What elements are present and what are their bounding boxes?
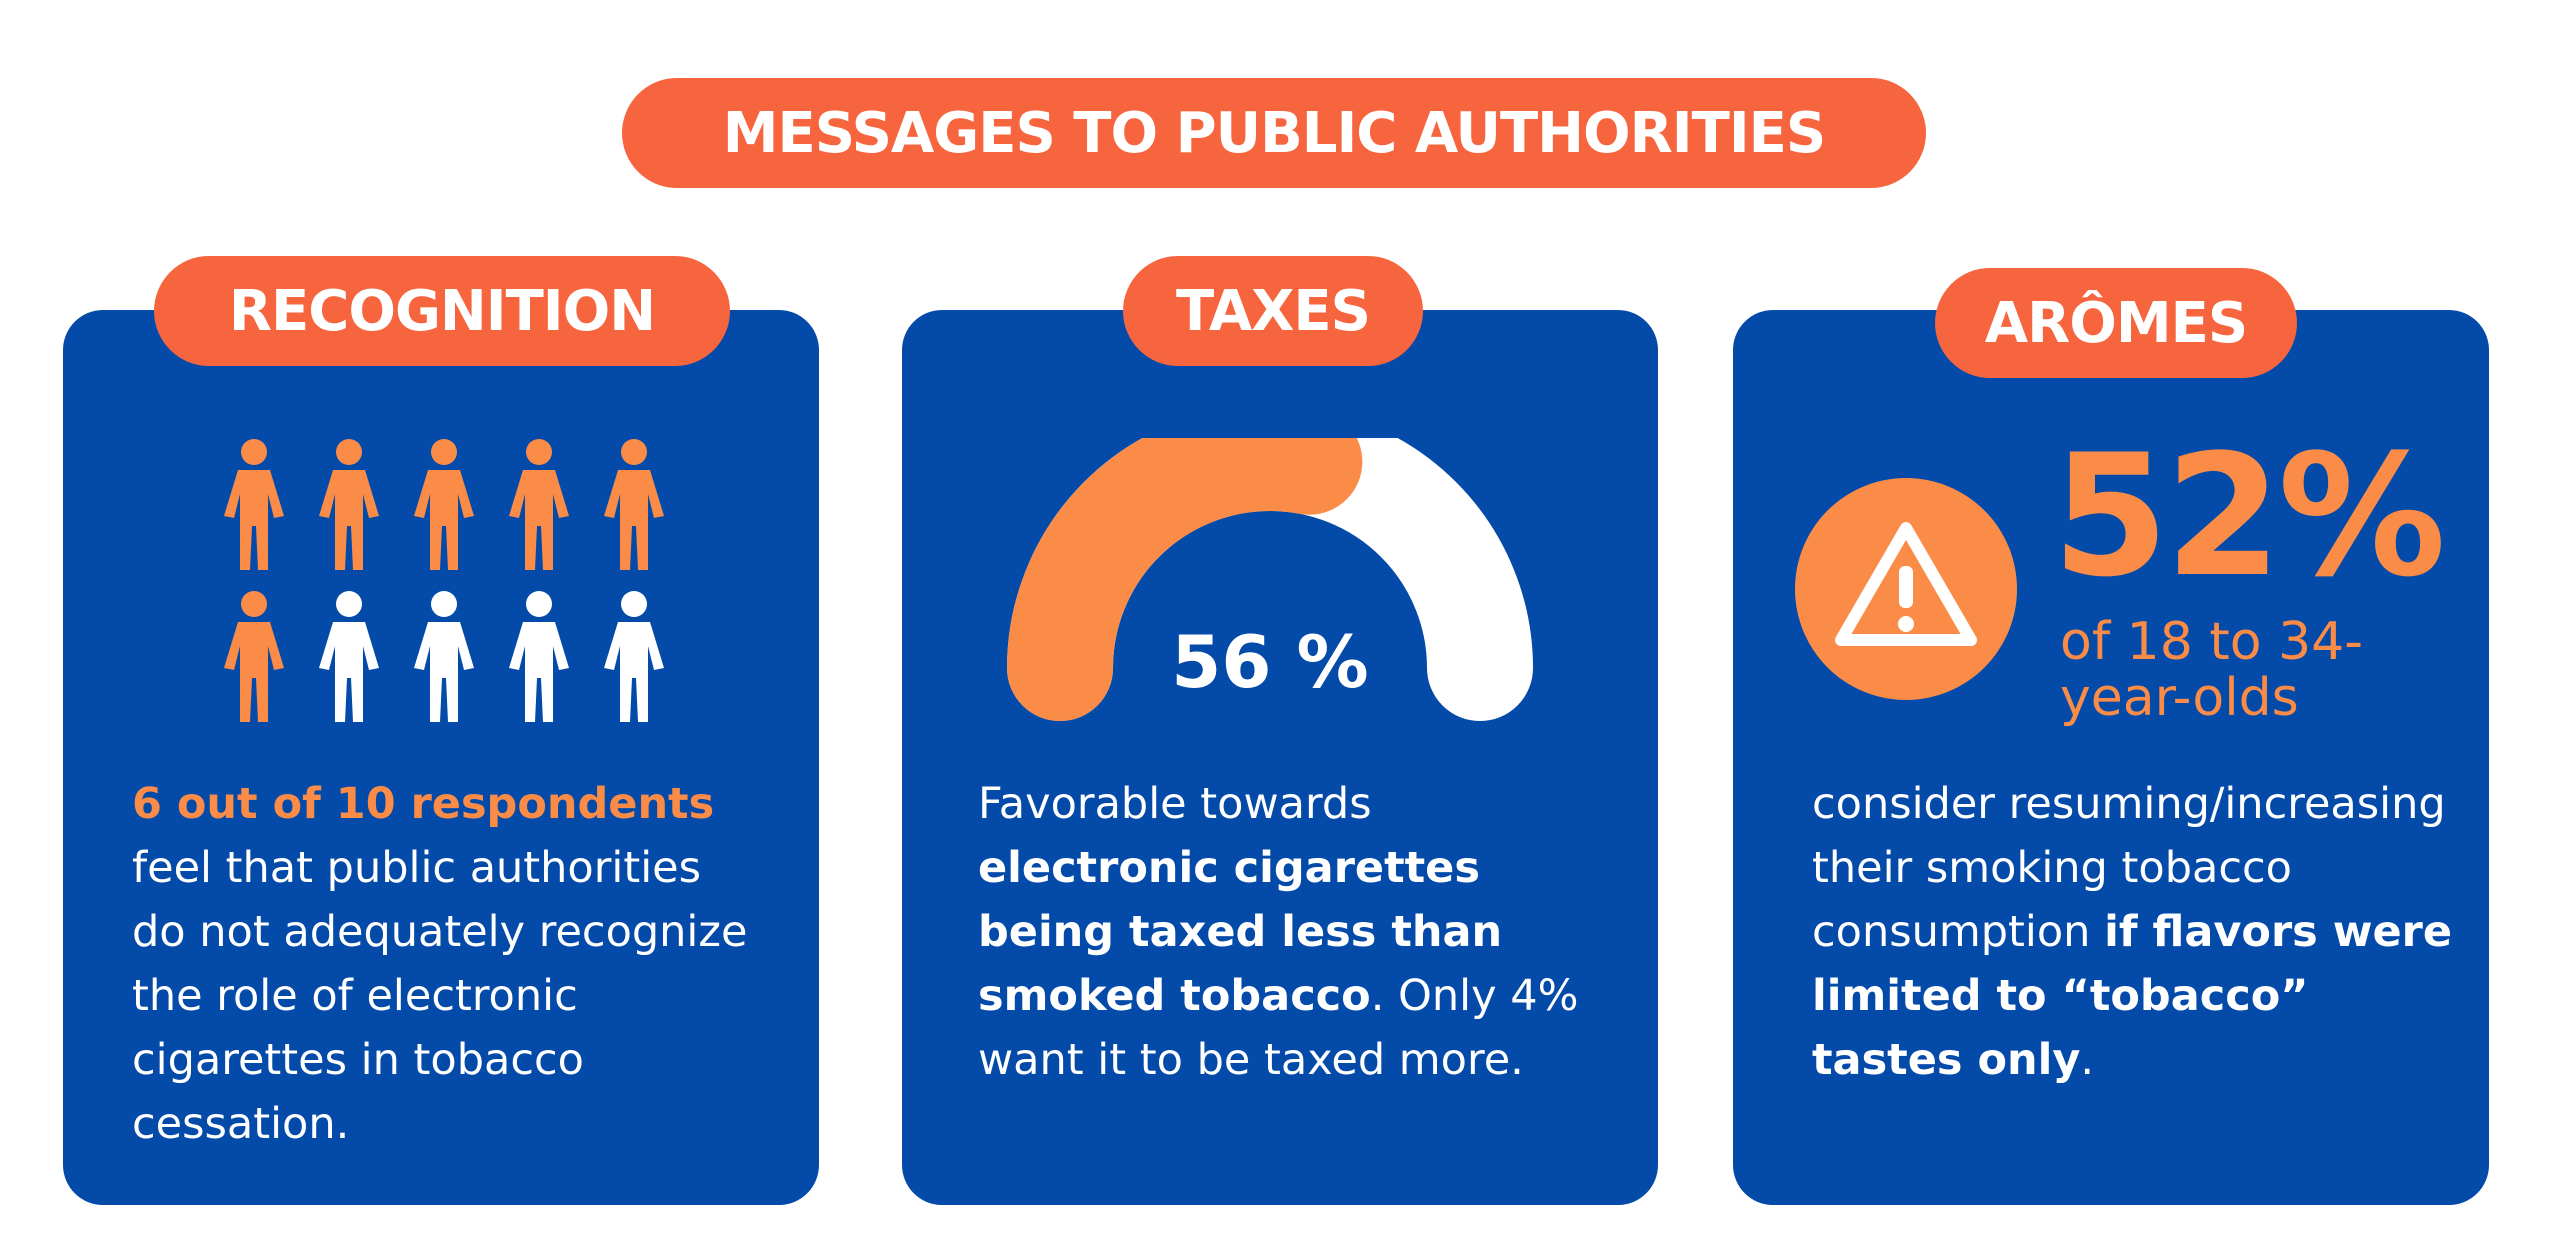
taxes-bold: electronic cigarettes being taxed less t…	[978, 843, 1503, 1021]
person-icon-highlighted	[216, 438, 292, 570]
taxes-intro: Favorable towards	[978, 779, 1372, 829]
aromes-text: consider resuming/increasing their smoki…	[1812, 772, 2472, 1092]
taxes-text: Favorable towards electronic cigarettes …	[978, 772, 1618, 1092]
taxes-rest: . Only 4% want it to be taxed more.	[978, 971, 1579, 1085]
person-icon	[596, 590, 672, 722]
aromes-end: .	[2080, 1035, 2095, 1085]
recognition-heading: RECOGNITION	[154, 256, 730, 366]
person-icon-highlighted	[311, 438, 387, 570]
person-icon-highlighted	[406, 438, 482, 570]
taxes-heading: TAXES	[1123, 256, 1423, 366]
aromes-card	[1733, 310, 2489, 1205]
person-icon	[501, 590, 577, 722]
recognition-text: 6 out of 10 respondents feel that public…	[132, 772, 752, 1156]
gauge-fill	[1007, 438, 1363, 721]
gauge-value: 56 %	[1171, 620, 1369, 704]
person-icon-highlighted	[501, 438, 577, 570]
person-icon	[311, 590, 387, 722]
aromes-age-group: of 18 to 34-year-olds	[2060, 612, 2364, 728]
aromes-percent: 52%	[2052, 418, 2446, 614]
recognition-stat: 6 out of 10 respondents	[132, 779, 715, 829]
people-icon-grid	[216, 438, 676, 728]
aromes-bold: if flavors were limited to “tobacco” tas…	[1812, 907, 2452, 1085]
warning-icon	[1795, 478, 2017, 700]
person-icon-highlighted	[596, 438, 672, 570]
taxes-gauge	[1007, 438, 1533, 721]
person-icon-highlighted	[216, 590, 292, 722]
aromes-heading: ARÔMES	[1935, 268, 2297, 378]
recognition-description: feel that public authorities do not adeq…	[132, 843, 748, 1149]
person-icon	[406, 590, 482, 722]
aromes-intro: consider resuming/increasing their smoki…	[1812, 779, 2446, 957]
main-title: MESSAGES TO PUBLIC AUTHORITIES	[622, 78, 1926, 188]
